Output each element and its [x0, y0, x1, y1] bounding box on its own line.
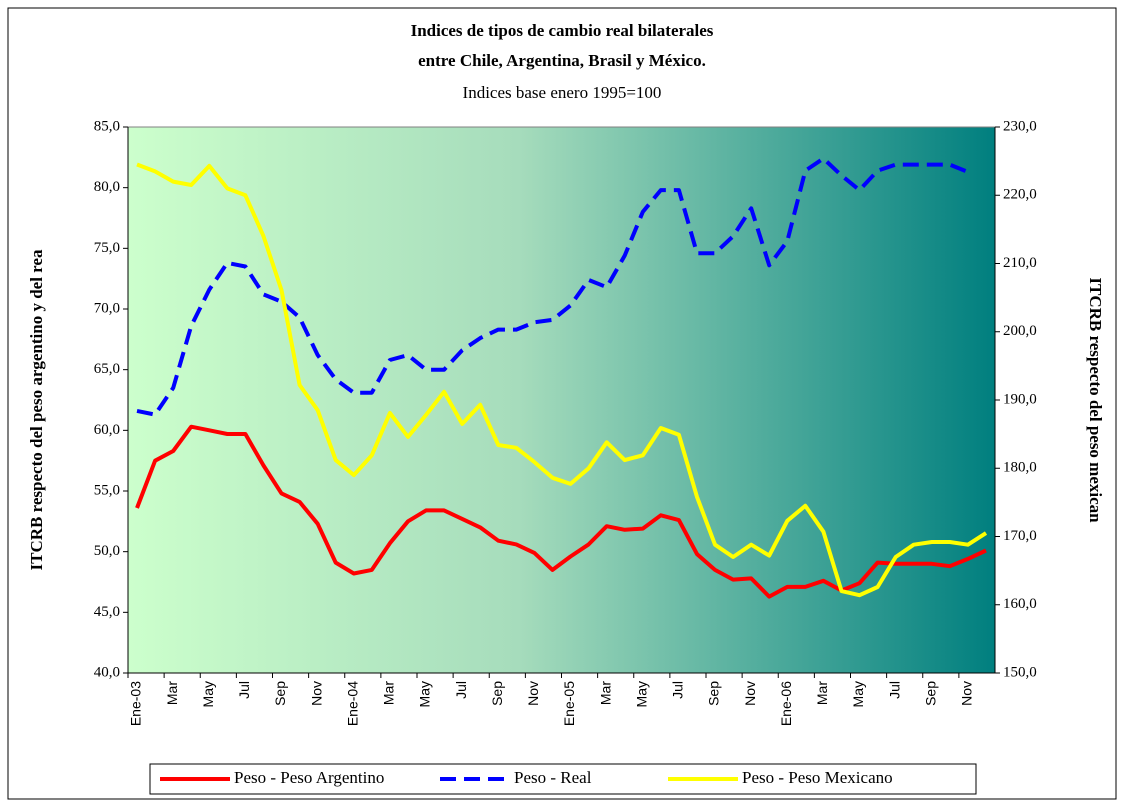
y2-axis-title: ITCRB respecto del peso mexican: [1086, 277, 1105, 523]
y-tick-label: 80,0: [94, 179, 120, 195]
x-tick-label: Sep: [922, 681, 938, 706]
x-tick-label: Mar: [381, 681, 397, 705]
x-tick-label: Mar: [164, 681, 180, 705]
y-tick-label: 85,0: [94, 118, 120, 134]
x-tick-label: Jul: [236, 681, 252, 699]
x-tick-label: May: [417, 681, 433, 707]
y2-tick-label: 150,0: [1003, 664, 1037, 680]
y-tick-label: 60,0: [94, 422, 120, 438]
y2-tick-label: 210,0: [1003, 255, 1037, 271]
chart-title: Indices de tipos de cambio real bilatera…: [411, 21, 714, 40]
y-tick-label: 65,0: [94, 361, 120, 377]
x-tick-label: Nov: [308, 681, 324, 706]
chart-subtitle: entre Chile, Argentina, Brasil y México.: [418, 51, 706, 70]
x-tick-label: May: [200, 681, 216, 707]
y2-tick-label: 220,0: [1003, 187, 1037, 203]
x-tick-label: Nov: [959, 681, 975, 706]
y2-tick-label: 190,0: [1003, 391, 1037, 407]
legend-label: Peso - Real: [514, 768, 592, 787]
y2-tick-label: 230,0: [1003, 118, 1037, 134]
x-tick-label: Ene-03: [128, 681, 144, 726]
y2-tick-label: 170,0: [1003, 528, 1037, 544]
series-line: [136, 162, 988, 598]
x-tick-label: Jul: [886, 681, 902, 699]
y-tick-label: 70,0: [94, 300, 120, 316]
x-tick-label: May: [850, 681, 866, 707]
y-tick-label: 45,0: [94, 604, 120, 620]
y2-tick-label: 180,0: [1003, 460, 1037, 476]
x-tick-label: Mar: [597, 681, 613, 705]
x-tick-label: May: [633, 681, 649, 707]
x-tick-label: Nov: [742, 681, 758, 706]
y2-tick-label: 160,0: [1003, 596, 1037, 612]
x-tick-label: Jul: [670, 681, 686, 699]
chart-note: Indices base enero 1995=100: [463, 83, 662, 102]
x-tick-label: Jul: [453, 681, 469, 699]
legend-label: Peso - Peso Mexicano: [742, 768, 893, 787]
x-tick-label: Ene-06: [778, 681, 794, 726]
y-tick-label: 50,0: [94, 543, 120, 559]
x-tick-label: Sep: [272, 681, 288, 706]
x-tick-label: Ene-04: [344, 681, 360, 726]
x-tick-label: Nov: [525, 681, 541, 706]
y2-tick-label: 200,0: [1003, 323, 1037, 339]
legend-label: Peso - Peso Argentino: [234, 768, 384, 787]
y-tick-label: 75,0: [94, 240, 120, 256]
x-tick-label: Sep: [489, 681, 505, 706]
x-tick-label: Ene-05: [561, 681, 577, 726]
x-tick-label: Mar: [814, 681, 830, 705]
y-tick-label: 55,0: [94, 482, 120, 498]
y-axis-title: ITCRB respecto del peso argentino y del …: [27, 249, 46, 570]
y-tick-label: 40,0: [94, 664, 120, 680]
legend: [149, 763, 977, 795]
plot-area: [127, 126, 996, 674]
series-line: [136, 156, 969, 417]
series-line: [135, 424, 987, 599]
x-tick-label: Sep: [706, 681, 722, 706]
